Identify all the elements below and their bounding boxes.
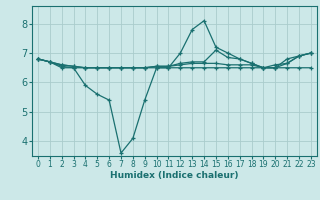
X-axis label: Humidex (Indice chaleur): Humidex (Indice chaleur) bbox=[110, 171, 239, 180]
